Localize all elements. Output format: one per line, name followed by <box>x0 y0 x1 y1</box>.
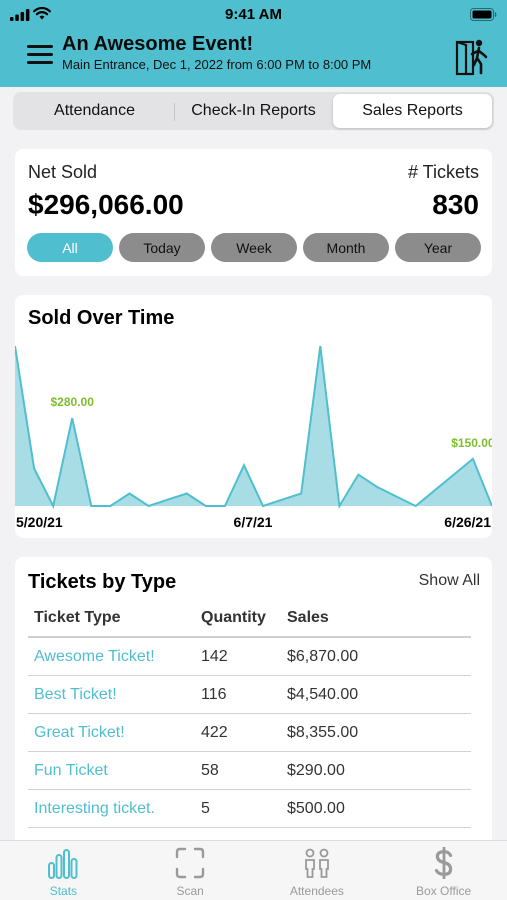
filter-all-button[interactable]: All <box>27 233 113 262</box>
ticket-sales: $6,870.00 <box>287 647 359 665</box>
show-all-link[interactable]: Show All <box>418 572 480 589</box>
tab-attendees[interactable]: Attendees <box>254 841 381 900</box>
ticket-quantity: 422 <box>201 723 228 741</box>
table-row[interactable]: Best Ticket! 116 $4,540.00 <box>28 676 471 714</box>
chart-area-fill <box>15 346 492 506</box>
tab-sales-reports[interactable]: Sales Reports <box>333 94 492 128</box>
ticket-quantity: 142 <box>201 647 228 665</box>
dollar-icon <box>434 847 452 879</box>
report-segmented-control: Attendance Check-In Reports Sales Report… <box>13 92 494 130</box>
scan-frame-icon <box>175 847 205 879</box>
filter-week-button[interactable]: Week <box>211 233 297 262</box>
ticket-quantity: 58 <box>201 761 219 779</box>
ticket-sales: $500.00 <box>287 799 345 817</box>
chart-data-label: $280.00 <box>51 395 95 409</box>
tab-scan[interactable]: Scan <box>127 841 254 900</box>
wifi-icon <box>33 7 51 20</box>
chart-series-line <box>15 345 492 510</box>
battery-icon <box>470 8 497 21</box>
tickets-by-type-card: Tickets by Type Show All Ticket Type Qua… <box>15 557 492 847</box>
ticket-type-name[interactable]: Fun Ticket <box>34 761 108 779</box>
header-bar: 9:41 AM An Awesome Event! Main Entrance,… <box>0 0 507 87</box>
ticket-type-table: Ticket Type Quantity Sales Awesome Ticke… <box>28 600 471 828</box>
ticket-quantity: 5 <box>201 799 210 817</box>
sold-over-time-card: $280.00 $150.00 5/20/21 6/7/21 6/26/21 Sold … <box>15 295 492 538</box>
ticket-type-name[interactable]: Best Ticket! <box>34 685 117 703</box>
status-time: 9:41 AM <box>225 6 282 23</box>
filter-year-button[interactable]: Year <box>395 233 481 262</box>
tab-check-in-reports[interactable]: Check-In Reports <box>174 94 333 128</box>
tab-box-office[interactable]: Box Office <box>380 841 507 900</box>
table-row[interactable]: Great Ticket! 422 $8,355.00 <box>28 714 471 752</box>
ticket-sales: $290.00 <box>287 761 345 779</box>
summary-card: Net Sold $296,066.00 # Tickets 830 All T… <box>15 149 492 276</box>
cellular-signal-icon <box>10 9 30 21</box>
tickets-count-value: 830 <box>432 189 479 220</box>
attendees-icon <box>304 848 329 878</box>
bottom-tab-bar: Stats Scan Attendees Box O <box>0 840 507 900</box>
tab-attendees-label: Attendees <box>289 884 344 898</box>
sold-over-time-chart: $280.00 $150.00 5/20/21 6/7/21 6/26/21 <box>15 345 492 530</box>
ticket-type-name[interactable]: Awesome Ticket! <box>34 647 155 665</box>
tab-stats[interactable]: Stats <box>0 841 127 900</box>
ticket-sales: $4,540.00 <box>287 685 359 703</box>
tab-stats-label: Stats <box>49 884 78 898</box>
hamburger-icon[interactable] <box>27 45 53 67</box>
net-sold-label: Net Sold <box>28 162 98 182</box>
table-row[interactable]: Awesome Ticket! 142 $6,870.00 <box>28 638 471 676</box>
person-entering-door-icon[interactable] <box>455 38 489 76</box>
bar-chart-icon <box>48 849 78 879</box>
status-bar: 9:41 AM <box>0 5 507 25</box>
ticket-quantity: 116 <box>201 685 227 703</box>
tab-box-office-label: Box Office <box>416 884 472 898</box>
filter-month-button[interactable]: Month <box>303 233 389 262</box>
tab-attendance[interactable]: Attendance <box>54 102 135 119</box>
event-title: An Awesome Event! <box>62 33 254 55</box>
filter-today-button[interactable]: Today <box>119 233 205 262</box>
ticket-type-name[interactable]: Interesting ticket. <box>34 799 155 817</box>
column-header-sales: Sales <box>287 609 329 626</box>
x-tick-label: 6/7/21 <box>234 514 273 530</box>
tickets-by-type-title: Tickets by Type <box>28 571 177 593</box>
x-tick-label: 6/26/21 <box>444 514 491 530</box>
table-row[interactable]: Fun Ticket 58 $290.00 <box>28 752 471 790</box>
net-sold-value: $296,066.00 <box>28 189 184 220</box>
table-row[interactable]: Interesting ticket. 5 $500.00 <box>28 790 471 828</box>
tickets-count-label: # Tickets <box>407 162 479 182</box>
event-subtitle: Main Entrance, Dec 1, 2022 from 6:00 PM … <box>62 57 372 72</box>
ticket-type-name[interactable]: Great Ticket! <box>34 723 125 741</box>
x-tick-label: 5/20/21 <box>16 514 63 530</box>
chart-data-label: $150.00 <box>451 436 492 450</box>
tab-scan-label: Scan <box>176 884 204 898</box>
chart-title: Sold Over Time <box>28 307 175 329</box>
table-header-row: Ticket Type Quantity Sales <box>28 600 471 638</box>
column-header-quantity: Quantity <box>201 609 266 626</box>
ticket-sales: $8,355.00 <box>287 723 359 741</box>
time-filter-group: All Today Week Month Year <box>27 233 481 262</box>
column-header-ticket-type: Ticket Type <box>34 609 121 626</box>
